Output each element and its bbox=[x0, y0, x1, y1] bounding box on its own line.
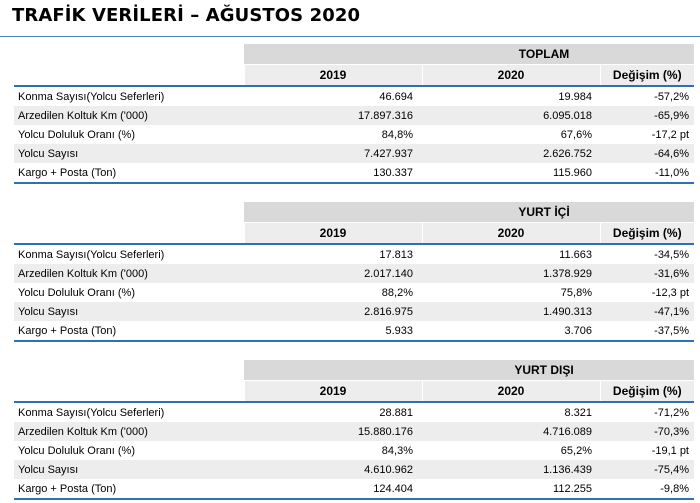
value-2019: 2.816.975 bbox=[244, 302, 422, 321]
value-2020: 3.706 bbox=[422, 321, 600, 342]
section-toplam: TOPLAM 2019 2020 Değişim (%) Konma Sayıs… bbox=[0, 44, 700, 184]
section-title: YURT DIŞI bbox=[244, 360, 694, 381]
column-header-2019: 2019 bbox=[243, 380, 422, 403]
row-label: Yolcu Sayısı bbox=[14, 302, 244, 321]
table-row: Yolcu Sayısı 2.816.975 1.490.313 -47,1% bbox=[14, 302, 695, 321]
value-2020: 67,6% bbox=[560, 128, 592, 141]
row-label: Kargo + Posta (Ton) bbox=[14, 479, 244, 500]
table-row: Konma Sayısı(Yolcu Seferleri) 46.694 19.… bbox=[14, 86, 694, 106]
row-label: Konma Sayısı(Yolcu Seferleri) bbox=[18, 90, 165, 103]
value-2019: 130.337 bbox=[244, 163, 422, 184]
section-yurt-disi: YURT DIŞI 2019 2020 Değişim (%) Konma Sa… bbox=[0, 360, 700, 500]
value-2019: 5.933 bbox=[244, 321, 422, 342]
row-label: Arzedilen Koltuk Km ('000) bbox=[14, 106, 244, 125]
value-2020: 112.255 bbox=[422, 479, 600, 500]
value-change: -37,5% bbox=[600, 321, 695, 342]
section-title: YURT İÇİ bbox=[244, 202, 695, 223]
title-divider bbox=[0, 36, 700, 37]
row-label: Kargo + Posta (Ton) bbox=[14, 163, 244, 184]
value-2019: 84,3% bbox=[381, 444, 413, 457]
value-change: -65,9% bbox=[600, 106, 695, 125]
row-label: Konma Sayısı(Yolcu Seferleri) bbox=[18, 248, 165, 261]
value-2020: 19.984 bbox=[558, 90, 592, 103]
value-2020: 65,2% bbox=[560, 444, 592, 457]
value-change: -9,8% bbox=[600, 479, 694, 500]
row-label: Arzedilen Koltuk Km ('000) bbox=[14, 264, 244, 283]
value-2019: 2.017.140 bbox=[244, 264, 422, 283]
column-header-2019: 2019 bbox=[243, 222, 422, 245]
value-change: -34,5% bbox=[654, 248, 690, 261]
table-row: Kargo + Posta (Ton) 124.404 112.255 -9,8… bbox=[14, 479, 694, 500]
column-header-2020: 2020 bbox=[421, 380, 600, 403]
row-label: Yolcu Sayısı bbox=[14, 144, 244, 163]
row-label: Kargo + Posta (Ton) bbox=[14, 321, 244, 342]
value-2020: 1.378.929 bbox=[422, 264, 600, 283]
table-row: Kargo + Posta (Ton) 5.933 3.706 -37,5% bbox=[14, 321, 695, 342]
value-change: -17,2 pt bbox=[651, 128, 690, 141]
value-2019: 84,8% bbox=[381, 128, 413, 141]
section-title: TOPLAM bbox=[244, 44, 695, 65]
value-2019: 7.427.937 bbox=[244, 144, 422, 163]
value-2019: 15.880.176 bbox=[244, 422, 422, 441]
value-2020: 8.321 bbox=[564, 406, 592, 419]
value-change: -12,3 pt bbox=[651, 286, 690, 299]
column-header-change: Değişim (%) bbox=[599, 380, 694, 403]
section-yurt-ici: YURT İÇİ 2019 2020 Değişim (%) Konma Say… bbox=[0, 202, 700, 342]
value-2019: 28.881 bbox=[379, 406, 413, 419]
value-2020: 11.663 bbox=[559, 248, 592, 261]
column-header-change: Değişim (%) bbox=[599, 64, 695, 87]
table-row: Yolcu Sayısı 7.427.937 2.626.752 -64,6% bbox=[14, 144, 695, 163]
table-row: Arzedilen Koltuk Km ('000) 2.017.140 1.3… bbox=[14, 264, 695, 283]
value-change: -57,2% bbox=[654, 90, 690, 103]
value-change: -19,1 pt bbox=[651, 444, 689, 457]
value-2019: 4.610.962 bbox=[244, 460, 422, 479]
value-change: -70,3% bbox=[600, 422, 694, 441]
value-2019: 124.404 bbox=[244, 479, 422, 500]
page-title: TRAFİK VERİLERİ – AĞUSTOS 2020 bbox=[12, 5, 361, 26]
value-2020: 2.626.752 bbox=[422, 144, 600, 163]
value-change: -75,4% bbox=[600, 460, 694, 479]
value-2020: 115.960 bbox=[422, 163, 600, 184]
value-2019: 88,2% bbox=[381, 286, 413, 299]
table-row: Yolcu Sayısı 4.610.962 1.136.439 -75,4% bbox=[14, 460, 694, 479]
traffic-table-yurt-disi: YURT DIŞI 2019 2020 Değişim (%) Konma Sa… bbox=[14, 360, 694, 500]
table-row: Arzedilen Koltuk Km ('000) 15.880.176 4.… bbox=[14, 422, 694, 441]
column-header-2020: 2020 bbox=[421, 64, 600, 87]
traffic-table-yurt-ici: YURT İÇİ 2019 2020 Değişim (%) Konma Say… bbox=[14, 202, 695, 342]
row-label: Yolcu Doluluk Oranı (%) bbox=[18, 128, 135, 141]
table-row: Arzedilen Koltuk Km ('000) 17.897.316 6.… bbox=[14, 106, 695, 125]
row-label: Yolcu Doluluk Oranı (%) bbox=[18, 444, 135, 457]
table-row: Yolcu Doluluk Oranı (%) 88,2% 75,8% -12,… bbox=[14, 283, 694, 302]
table-row: Yolcu Doluluk Oranı (%) 84,8% 67,6% -17,… bbox=[14, 125, 694, 144]
column-header-2019: 2019 bbox=[243, 64, 422, 87]
value-change: -47,1% bbox=[600, 302, 695, 321]
value-2019: 46.694 bbox=[379, 90, 413, 103]
column-header-change: Değişim (%) bbox=[599, 222, 695, 245]
row-label: Konma Sayısı(Yolcu Seferleri) bbox=[18, 406, 165, 419]
table-row: Konma Sayısı(Yolcu Seferleri) 17.813 11.… bbox=[14, 244, 694, 264]
value-2019: 17.813 bbox=[379, 248, 413, 261]
table-row: Yolcu Doluluk Oranı (%) 84,3% 65,2% -19,… bbox=[14, 441, 694, 460]
value-change: -31,6% bbox=[600, 264, 695, 283]
table-row: Konma Sayısı(Yolcu Seferleri) 28.881 8.3… bbox=[14, 402, 694, 422]
traffic-table-toplam: TOPLAM 2019 2020 Değişim (%) Konma Sayıs… bbox=[14, 44, 695, 184]
value-2020: 6.095.018 bbox=[422, 106, 600, 125]
row-label: Yolcu Doluluk Oranı (%) bbox=[18, 286, 135, 299]
value-change: -11,0% bbox=[600, 163, 695, 184]
value-2020: 1.490.313 bbox=[422, 302, 600, 321]
row-label: Yolcu Sayısı bbox=[14, 460, 244, 479]
value-2020: 4.716.089 bbox=[422, 422, 600, 441]
value-change: -71,2% bbox=[654, 406, 689, 419]
column-header-2020: 2020 bbox=[421, 222, 600, 245]
value-2020: 1.136.439 bbox=[422, 460, 600, 479]
table-row: Kargo + Posta (Ton) 130.337 115.960 -11,… bbox=[14, 163, 695, 184]
value-2019: 17.897.316 bbox=[244, 106, 422, 125]
value-2020: 75,8% bbox=[560, 286, 592, 299]
value-change: -64,6% bbox=[600, 144, 695, 163]
row-label: Arzedilen Koltuk Km ('000) bbox=[14, 422, 244, 441]
